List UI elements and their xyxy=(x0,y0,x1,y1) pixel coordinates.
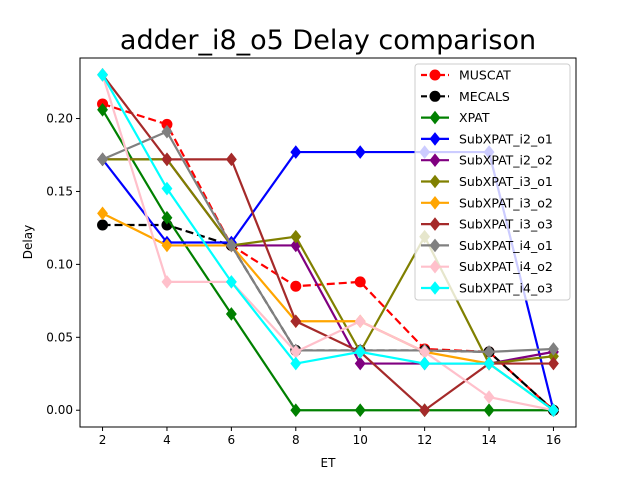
data-point xyxy=(354,356,366,371)
data-point xyxy=(290,229,302,244)
x-tick-label: 8 xyxy=(292,433,300,447)
y-tick-label: 0.10 xyxy=(46,257,73,271)
x-tick-label: 4 xyxy=(163,433,171,447)
data-point xyxy=(419,403,431,418)
legend-swatch-marker xyxy=(429,259,441,274)
y-axis-label: Delay xyxy=(21,225,35,259)
legend-entry: SubXPAT_i3_o2 xyxy=(421,195,553,210)
legend-swatch-marker xyxy=(429,69,441,81)
chart-title: adder_i8_o5 Delay comparison xyxy=(120,25,536,56)
data-point xyxy=(483,356,495,371)
series-line xyxy=(101,74,555,412)
legend-entry: MECALS xyxy=(421,89,510,104)
plot-frame xyxy=(79,57,577,428)
y-tick-label: 0.15 xyxy=(46,184,73,198)
legend-entry: MUSCAT xyxy=(421,68,511,83)
legend-entry: SubXPAT_i4_o3 xyxy=(421,281,553,296)
y-tick-label: 0.05 xyxy=(46,330,73,344)
y-tick-label: 0.20 xyxy=(46,112,73,126)
x-tick-label: 2 xyxy=(99,433,107,447)
legend-label: SubXPAT_i3_o3 xyxy=(459,217,553,232)
legend-swatch-marker xyxy=(429,238,441,253)
data-point xyxy=(290,403,302,418)
data-point xyxy=(354,276,366,288)
data-point xyxy=(97,206,108,221)
legend-swatch-marker xyxy=(429,132,441,146)
x-axis-label: ET xyxy=(321,456,337,470)
legend-swatch-marker xyxy=(429,174,441,189)
data-point xyxy=(290,314,302,329)
data-point xyxy=(225,307,237,321)
data-point xyxy=(483,390,495,404)
data-point xyxy=(290,356,302,371)
data-point xyxy=(161,124,173,139)
data-point xyxy=(161,181,173,196)
data-point xyxy=(483,403,495,418)
series-line xyxy=(102,158,554,365)
data-point xyxy=(97,102,108,117)
data-point xyxy=(419,356,431,371)
legend-entry: SubXPAT_i3_o3 xyxy=(421,217,553,232)
series-line xyxy=(102,130,554,353)
data-point xyxy=(161,238,173,253)
data-point xyxy=(354,145,366,159)
y-tick-label: 0.00 xyxy=(46,403,73,417)
legend-label: SubXPAT_i2_o1 xyxy=(459,131,553,146)
data-point xyxy=(548,356,559,371)
data-point xyxy=(290,280,302,292)
legend-label: MECALS xyxy=(459,89,510,104)
legend-swatch-marker xyxy=(429,281,441,295)
legend-entry: SubXPAT_i2_o2 xyxy=(421,153,553,168)
series-subxpat-i4-o2 xyxy=(97,67,559,418)
legend-label: SubXPAT_i3_o2 xyxy=(459,195,553,210)
plot-area xyxy=(79,57,577,428)
x-tick-label: 14 xyxy=(481,433,496,447)
legend-entry: SubXPAT_i4_o1 xyxy=(421,238,553,253)
legend-label: MUSCAT xyxy=(459,68,511,83)
legend-label: XPAT xyxy=(459,110,490,125)
series-line xyxy=(102,212,555,412)
legend-label: SubXPAT_i4_o3 xyxy=(459,281,553,296)
legend-entry: SubXPAT_i3_o1 xyxy=(421,174,553,189)
x-tick-label: 16 xyxy=(546,433,561,447)
legend: MUSCAT MECALS XPAT SubXPAT_i2_o1 SubXPAT_i2_… xyxy=(414,63,571,301)
data-point xyxy=(161,152,173,167)
legend-label: SubXPAT_i4_o1 xyxy=(459,238,553,253)
legend-label: SubXPAT_i3_o1 xyxy=(459,174,553,189)
data-point xyxy=(225,238,237,253)
x-tick-label: 10 xyxy=(353,433,368,447)
data-point xyxy=(161,275,173,289)
data-point xyxy=(548,403,559,418)
legend-box xyxy=(414,63,571,301)
series-line xyxy=(101,109,554,412)
data-point xyxy=(548,342,559,356)
data-point xyxy=(354,345,366,359)
legend-swatch-marker xyxy=(429,110,441,125)
series-subxpat-i4-o3 xyxy=(97,67,559,418)
legend-swatch-marker xyxy=(429,217,441,231)
data-point xyxy=(290,145,302,159)
data-point xyxy=(97,219,109,231)
x-tick-label: 6 xyxy=(228,433,236,447)
data-point xyxy=(97,67,108,82)
legend-swatch-marker xyxy=(429,90,441,102)
legend-swatch-marker xyxy=(429,195,441,210)
data-point xyxy=(354,403,366,418)
legend-label: SubXPAT_i2_o2 xyxy=(459,153,553,168)
data-point xyxy=(354,314,366,329)
x-tick-label: 12 xyxy=(417,433,432,447)
series-line xyxy=(101,74,554,412)
legend-entry: SubXPAT_i2_o1 xyxy=(421,131,553,146)
data-point xyxy=(161,210,173,225)
legend-label: SubXPAT_i4_o2 xyxy=(459,259,553,274)
legend-entry: XPAT xyxy=(421,110,490,125)
legend-swatch-marker xyxy=(429,153,441,168)
legend-entry: SubXPAT_i4_o2 xyxy=(421,259,553,274)
data-point xyxy=(225,152,237,167)
data-point xyxy=(97,152,108,167)
data-point xyxy=(225,275,237,289)
